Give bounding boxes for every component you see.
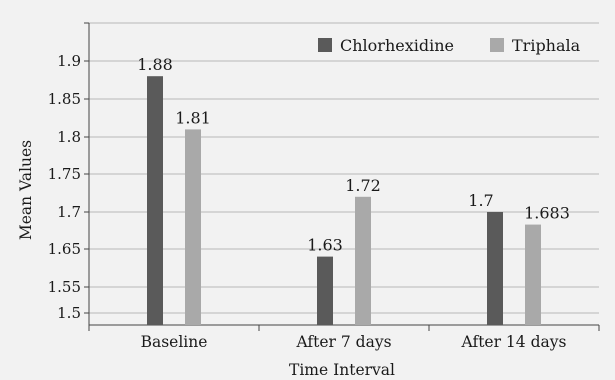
- data-label: 1.63: [307, 236, 343, 255]
- y-tick-label: 1.85: [48, 90, 81, 108]
- y-tick-label: 1.9: [57, 52, 81, 70]
- gridlines: [89, 22, 599, 314]
- legend-label-triphala: Triphala: [512, 36, 581, 55]
- y-tick-label: 1.55: [48, 278, 81, 296]
- data-label: 1.7: [468, 191, 493, 210]
- x-axis-title: Time Interval: [289, 361, 395, 379]
- legend-swatch-chlorhexidine: [318, 38, 332, 52]
- data-label: 1.683: [524, 204, 570, 223]
- bar-chlorhexidine: [317, 256, 333, 325]
- legend: Chlorhexidine Triphala: [318, 36, 581, 55]
- data-label: 1.72: [345, 176, 381, 195]
- category-label: Baseline: [141, 333, 208, 351]
- bar-triphala: [355, 196, 371, 325]
- category-label: After 7 days: [295, 333, 391, 351]
- bar-triphala: [525, 224, 541, 325]
- category-label: After 14 days: [461, 333, 567, 351]
- axes: [84, 22, 600, 331]
- legend-swatch-triphala: [490, 38, 504, 52]
- legend-label-chlorhexidine: Chlorhexidine: [340, 36, 454, 55]
- bar-chlorhexidine: [487, 212, 503, 325]
- y-tick-label: 1.75: [48, 165, 81, 183]
- y-axis-title: Mean Values: [17, 140, 35, 240]
- y-tick-labels: 1.5 1.55 1.65 1.7 1.75 1.8 1.85 1.9: [48, 52, 81, 322]
- category-labels: Baseline After 7 days After 14 days: [141, 333, 567, 351]
- y-tick-label: 1.7: [57, 203, 81, 221]
- data-label: 1.88: [137, 55, 173, 74]
- y-tick-label: 1.65: [48, 240, 81, 258]
- y-tick-label: 1.8: [57, 128, 81, 146]
- data-labels: 1.88 1.81 1.63 1.72 1.7 1.683: [137, 55, 570, 254]
- data-label: 1.81: [175, 108, 211, 127]
- bar-triphala: [185, 129, 201, 325]
- y-tick-label: 1.5: [57, 304, 81, 322]
- bar-chlorhexidine: [147, 76, 163, 325]
- bars: [147, 76, 541, 325]
